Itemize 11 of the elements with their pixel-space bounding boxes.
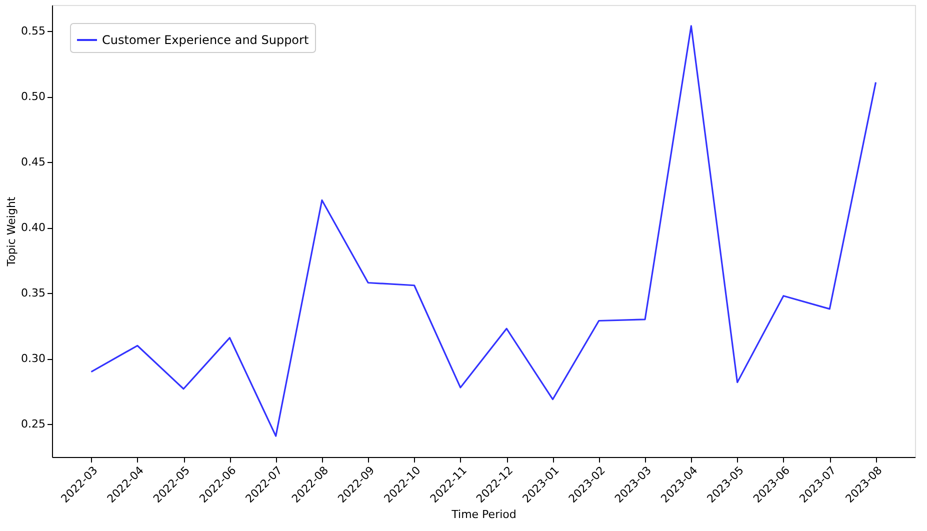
y-tick-label: 0.25 bbox=[21, 418, 46, 431]
y-tick-label: 0.35 bbox=[21, 286, 46, 300]
line-series bbox=[90, 25, 877, 437]
y-axis-title: Topic Weight bbox=[5, 196, 18, 268]
y-tick-label: 0.55 bbox=[21, 24, 46, 38]
y-tick-label: 0.50 bbox=[21, 90, 46, 104]
y-tick-label: 0.40 bbox=[21, 221, 46, 234]
y-tick-label: 0.30 bbox=[21, 352, 46, 366]
y-tick-label: 0.45 bbox=[21, 156, 46, 169]
legend-label: Customer Experience and Support bbox=[102, 33, 309, 47]
x-axis-title: Time Period bbox=[450, 508, 516, 521]
